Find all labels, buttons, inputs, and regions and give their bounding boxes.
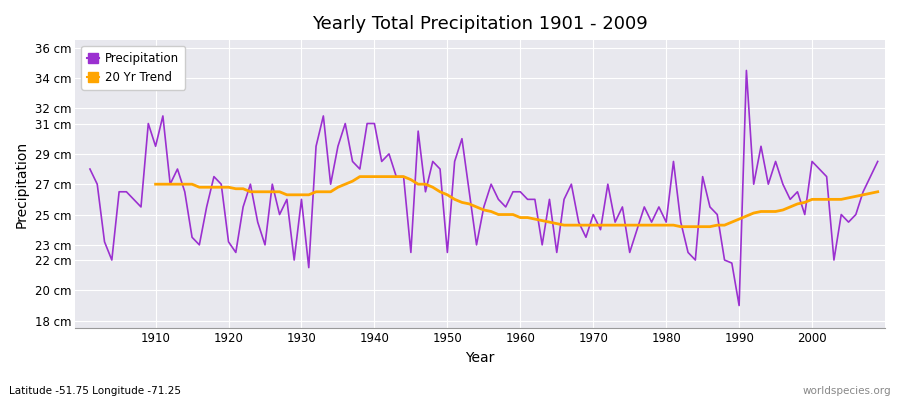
Y-axis label: Precipitation: Precipitation — [15, 141, 29, 228]
Text: Latitude -51.75 Longitude -71.25: Latitude -51.75 Longitude -71.25 — [9, 386, 181, 396]
Title: Yearly Total Precipitation 1901 - 2009: Yearly Total Precipitation 1901 - 2009 — [312, 15, 648, 33]
Legend: Precipitation, 20 Yr Trend: Precipitation, 20 Yr Trend — [81, 46, 184, 90]
X-axis label: Year: Year — [465, 351, 495, 365]
Text: worldspecies.org: worldspecies.org — [803, 386, 891, 396]
